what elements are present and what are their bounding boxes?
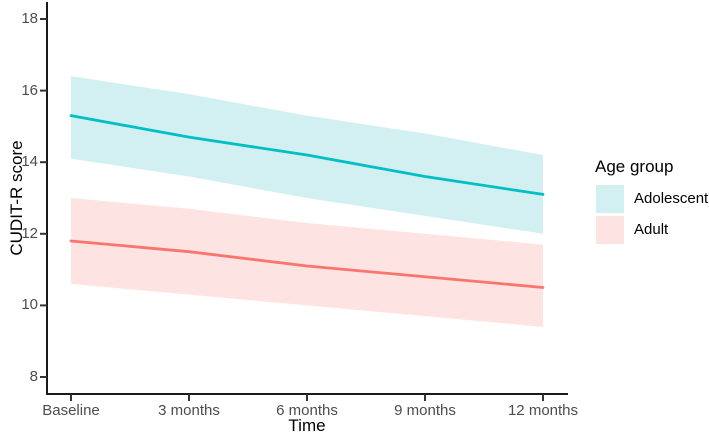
y-tick-label: 14 (21, 153, 38, 171)
y-tick-label: 16 (21, 81, 38, 99)
y-tick-label: 12 (21, 224, 38, 242)
legend-entries: Adolescent Adult (595, 183, 709, 245)
x-tick-label: 12 months (507, 402, 579, 419)
legend-label: Adult (634, 221, 669, 238)
legend: Age group Adolescent Adult (595, 157, 709, 245)
ci-ribbon-adult (71, 198, 543, 327)
x-tick-label: 9 months (394, 402, 456, 419)
x-tick-label: Baseline (42, 402, 100, 419)
y-axis-title: CUDIT-R score (7, 140, 26, 256)
y-tick-label: 18 (21, 10, 38, 27)
legend-entry: Adult (595, 214, 707, 245)
mean-line-adult (69, 239, 545, 289)
legend-key-swatch (596, 184, 624, 213)
x-tick-label: 6 months (276, 402, 338, 419)
mean-line-adolescent (69, 114, 545, 196)
y-tick-label: 10 (21, 296, 38, 314)
x-axis-title: Time (288, 416, 326, 435)
x-tick-label: 3 months (158, 402, 220, 419)
legend-key-swatch (596, 215, 624, 244)
legend-label: Adolescent (634, 190, 709, 207)
y-tick-label: 8 (29, 368, 38, 385)
legend-title: Age group (595, 157, 674, 176)
legend-entry: Adolescent (595, 183, 709, 214)
